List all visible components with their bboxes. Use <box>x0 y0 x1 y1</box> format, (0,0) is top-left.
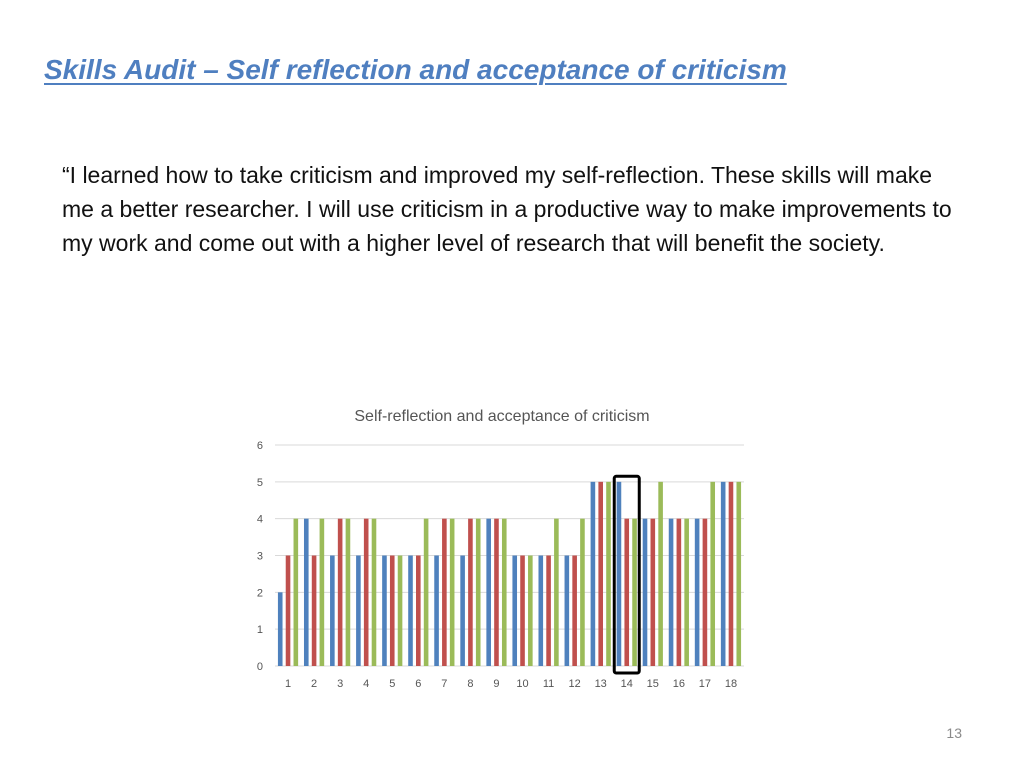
x-tick-label: 7 <box>441 678 447 690</box>
bar-cat-13-series-1 <box>590 481 596 666</box>
bar-cat-18-series-2 <box>728 481 734 666</box>
x-tick-label: 17 <box>699 678 711 690</box>
bar-cat-13-series-3 <box>606 481 611 666</box>
chart-container: Self-reflection and acceptance of critic… <box>240 395 760 705</box>
bar-cat-1-series-1 <box>277 592 283 666</box>
y-tick-label: 3 <box>257 551 263 563</box>
bar-cat-4-series-3 <box>371 518 377 666</box>
bar-cat-1-series-3 <box>293 518 299 666</box>
y-axis-ticks: 0 1 2 3 4 5 6 <box>257 440 263 673</box>
bar-cat-3-series-3 <box>345 518 351 666</box>
bar-cat-2-series-3 <box>319 518 325 666</box>
bar-chart: Self-reflection and acceptance of critic… <box>257 408 744 690</box>
x-tick-label: 1 <box>285 678 291 690</box>
bar-cat-11-series-2 <box>546 555 551 666</box>
x-tick-label: 3 <box>337 678 343 690</box>
bar-cat-17-series-3 <box>710 481 716 666</box>
bar-cat-16-series-1 <box>668 518 674 666</box>
bar-cat-8-series-2 <box>468 518 473 666</box>
bar-cat-12-series-3 <box>580 518 585 666</box>
bar-cat-16-series-2 <box>676 518 682 666</box>
bar-cat-5-series-2 <box>389 555 395 666</box>
bar-cat-16-series-3 <box>684 518 689 666</box>
bar-cat-8-series-1 <box>460 555 465 666</box>
bar-cat-9-series-2 <box>494 518 499 666</box>
bar-cat-10-series-1 <box>512 555 518 666</box>
x-tick-label: 6 <box>415 678 421 690</box>
chart-title: Self-reflection and acceptance of critic… <box>354 408 649 425</box>
bar-cat-5-series-1 <box>382 555 387 666</box>
bar-cat-7-series-2 <box>442 518 447 666</box>
x-tick-label: 10 <box>516 678 528 690</box>
bar-cat-10-series-2 <box>520 555 525 666</box>
highlight-box <box>612 474 641 675</box>
bar-cat-13-series-2 <box>598 481 603 666</box>
bar-cat-8-series-3 <box>475 518 481 666</box>
bar-cat-14-series-1 <box>616 481 622 666</box>
y-tick-label: 4 <box>257 514 263 526</box>
x-tick-label: 4 <box>363 678 369 690</box>
x-tick-label: 8 <box>467 678 473 690</box>
bar-cat-17-series-1 <box>694 518 700 666</box>
bar-cat-17-series-2 <box>702 518 708 666</box>
y-tick-label: 6 <box>257 440 263 452</box>
bar-cat-10-series-3 <box>528 555 533 666</box>
bar-cat-6-series-2 <box>416 555 421 666</box>
x-tick-label: 11 <box>543 678 554 690</box>
bar-cat-12-series-2 <box>572 555 577 666</box>
bar-cat-2-series-1 <box>303 518 309 666</box>
x-tick-label: 12 <box>569 678 581 690</box>
x-tick-label: 5 <box>389 678 395 690</box>
x-tick-label: 16 <box>673 678 685 690</box>
bar-cat-15-series-3 <box>658 481 663 666</box>
bar-cat-12-series-1 <box>564 555 570 666</box>
bar-cat-9-series-1 <box>486 518 491 666</box>
slide-title: Skills Audit – Self reflection and accep… <box>44 54 787 85</box>
y-tick-label: 0 <box>257 661 263 673</box>
x-tick-label: 2 <box>311 678 317 690</box>
quote-text: “I learned how to take criticism and imp… <box>62 162 952 256</box>
highlight-box-layer <box>612 474 641 675</box>
bar-cat-6-series-1 <box>408 555 413 666</box>
bar-cat-7-series-1 <box>434 555 439 666</box>
bar-cat-15-series-2 <box>650 518 656 666</box>
x-tick-label: 15 <box>647 678 659 690</box>
y-tick-label: 5 <box>257 477 263 489</box>
bar-cat-9-series-3 <box>501 518 507 666</box>
bar-cat-3-series-2 <box>337 518 343 666</box>
x-tick-label: 13 <box>595 678 607 690</box>
bar-cat-6-series-3 <box>423 518 429 666</box>
bar-cat-4-series-2 <box>363 518 369 666</box>
x-tick-label: 18 <box>725 678 737 690</box>
y-tick-label: 2 <box>257 587 263 599</box>
bar-cat-11-series-3 <box>554 518 559 666</box>
bar-cat-15-series-1 <box>642 518 648 666</box>
bar-cat-11-series-1 <box>538 555 544 666</box>
bar-cat-2-series-2 <box>311 555 317 666</box>
x-tick-label: 9 <box>493 678 499 690</box>
bar-cat-14-series-3 <box>632 518 637 666</box>
bar-cat-14-series-2 <box>624 518 630 666</box>
x-axis-ticks: 1 2 3 4 5 6 7 8 9 10 11 12 13 14 15 16 17 18 <box>285 678 737 690</box>
gridlines <box>275 444 744 667</box>
bar-cat-18-series-1 <box>720 481 726 666</box>
bars <box>277 481 742 666</box>
bar-cat-4-series-1 <box>356 555 361 666</box>
bar-cat-3-series-1 <box>330 555 335 666</box>
x-tick-label: 14 <box>621 678 633 690</box>
y-tick-label: 1 <box>257 624 263 636</box>
bar-cat-5-series-3 <box>397 555 403 666</box>
bar-cat-1-series-2 <box>285 555 291 666</box>
bar-cat-18-series-3 <box>736 481 742 666</box>
bar-cat-7-series-3 <box>449 518 455 666</box>
page-number: 13 <box>946 725 962 741</box>
